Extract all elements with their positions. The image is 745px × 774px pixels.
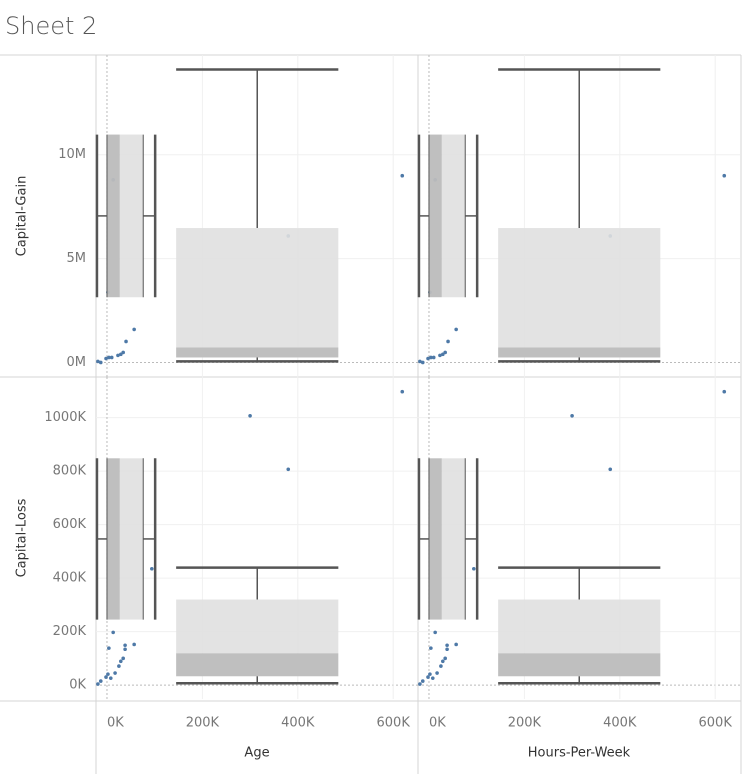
point <box>418 359 422 364</box>
point <box>438 353 442 358</box>
point <box>117 664 121 668</box>
box-lower <box>106 134 120 298</box>
box-upper <box>176 599 339 654</box>
point <box>109 355 114 360</box>
point <box>104 356 108 361</box>
point <box>454 327 458 332</box>
point <box>445 647 449 652</box>
point <box>111 630 115 635</box>
point <box>123 647 127 652</box>
sheet-title: Sheet 2 <box>5 12 97 40</box>
box-lower <box>498 653 661 677</box>
point <box>722 173 727 178</box>
x-tick-label: 200K <box>186 716 220 731</box>
y-tick-label: 10M <box>58 147 86 162</box>
point <box>439 664 443 668</box>
point <box>418 682 422 686</box>
point <box>132 642 136 647</box>
point <box>106 672 110 676</box>
point <box>98 679 103 683</box>
point <box>428 672 432 676</box>
x-tick-label: 400K <box>281 716 315 731</box>
y-tick-label: 600K <box>53 517 87 532</box>
row-label: Capital-Loss <box>15 498 30 577</box>
y-tick-label: 0M <box>67 355 87 370</box>
box-upper <box>441 134 466 298</box>
point <box>113 671 117 675</box>
box-upper <box>441 458 466 620</box>
y-tick-label: 200K <box>53 624 87 639</box>
point <box>441 659 445 664</box>
x-tick-label: 400K <box>603 716 637 731</box>
x-tick-label: 0K <box>107 716 124 731</box>
point <box>107 355 111 360</box>
box-lower <box>428 134 442 298</box>
y-tick-label: 1000K <box>44 410 86 425</box>
point <box>454 642 458 647</box>
box-upper <box>119 458 144 620</box>
point <box>722 389 727 394</box>
point <box>429 646 433 650</box>
x-tick-label: 600K <box>377 716 411 731</box>
point <box>608 467 613 472</box>
box-lower <box>176 653 339 677</box>
box-upper <box>119 134 144 298</box>
point <box>431 355 436 360</box>
point <box>420 360 425 365</box>
point <box>446 339 450 344</box>
column-label: Age <box>244 746 269 761</box>
y-tick-label: 400K <box>53 571 87 586</box>
point <box>124 339 128 344</box>
box-lower <box>106 458 120 620</box>
x-tick-label: 200K <box>508 716 542 731</box>
point <box>426 675 430 679</box>
point <box>472 566 476 571</box>
point <box>107 646 111 650</box>
point <box>119 659 123 664</box>
point <box>123 643 127 648</box>
box-lower <box>428 458 442 620</box>
y-tick-label: 800K <box>53 464 87 479</box>
point <box>116 353 120 358</box>
point <box>400 389 405 394</box>
point <box>445 643 449 648</box>
point <box>426 356 430 361</box>
box-upper <box>498 228 661 348</box>
box-upper <box>498 599 661 654</box>
box-lower <box>176 347 339 358</box>
box-upper <box>176 228 339 348</box>
point <box>132 327 136 332</box>
point <box>104 675 108 679</box>
y-tick-label: 0K <box>69 678 86 693</box>
point <box>96 359 100 364</box>
point <box>429 355 433 360</box>
y-tick-label: 5M <box>67 251 87 266</box>
point <box>96 682 100 686</box>
point <box>430 676 435 680</box>
row-label: Capital-Gain <box>15 176 30 257</box>
point <box>570 413 574 418</box>
box-lower <box>498 347 661 358</box>
x-tick-label: 0K <box>429 716 446 731</box>
point <box>443 350 447 355</box>
point <box>400 173 405 178</box>
point <box>286 467 291 472</box>
point <box>443 656 447 661</box>
point <box>150 566 154 571</box>
point <box>435 671 439 675</box>
point <box>108 676 113 680</box>
point <box>121 656 125 661</box>
column-label: Hours-Per-Week <box>528 746 631 761</box>
point <box>433 630 437 635</box>
point <box>248 413 252 418</box>
x-tick-label: 600K <box>699 716 733 731</box>
point <box>121 350 125 355</box>
point <box>420 679 425 683</box>
point <box>98 360 103 365</box>
